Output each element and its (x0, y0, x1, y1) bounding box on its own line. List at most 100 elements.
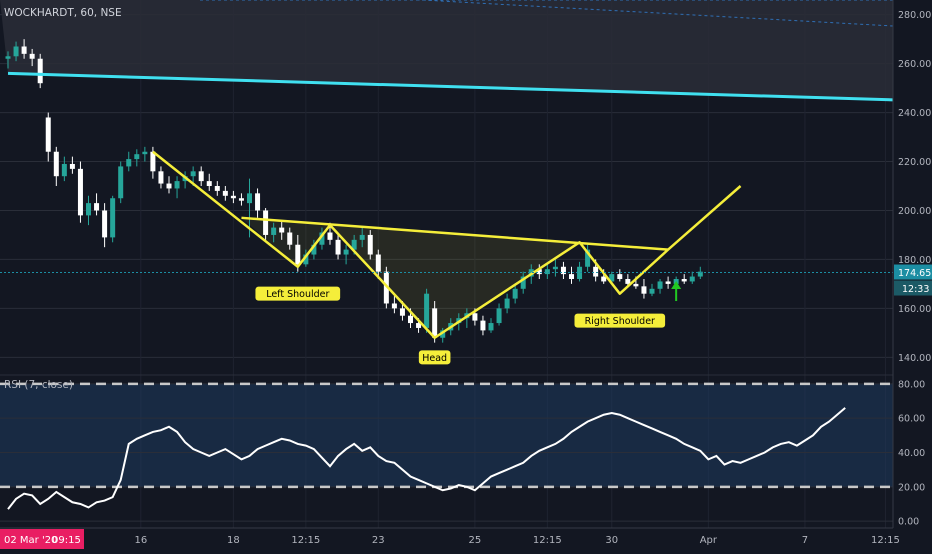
price-tick-label: 200.00 (898, 206, 931, 217)
rsi-tick-label: 0.00 (898, 517, 919, 528)
candle-body (577, 266, 583, 279)
candle-body (351, 239, 357, 250)
date-badge-date: 02 Mar '20 (4, 535, 57, 546)
x-tick-label: 12:15 (291, 535, 320, 546)
candle-body (255, 193, 261, 211)
price-tick-label: 280.00 (898, 10, 931, 21)
candle-body (552, 266, 558, 270)
candle-body (102, 210, 108, 238)
time-badge (894, 280, 932, 296)
candle-body (544, 269, 550, 275)
candle-body (416, 323, 422, 328)
x-tick-label: 23 (372, 535, 385, 546)
candle-body (53, 151, 59, 177)
candle-body (424, 293, 430, 328)
candle-body (158, 171, 164, 184)
rsi-tick-label: 80.00 (898, 379, 925, 390)
price-badge-text: 174.65 (898, 268, 931, 279)
candle-body (649, 288, 655, 294)
candle-body (247, 193, 252, 204)
candle-body (150, 151, 156, 172)
candle-body (585, 249, 591, 267)
candle-body (271, 227, 277, 235)
candle-body (45, 117, 51, 152)
rsi-label: RSI (7, close) (4, 379, 73, 391)
candle-body (319, 232, 325, 245)
candle-body (335, 239, 341, 255)
candle-body (391, 303, 397, 309)
candle-body (110, 198, 116, 238)
candle-body (69, 163, 75, 169)
candle-body (512, 288, 518, 299)
candle-body (488, 323, 494, 331)
annotation-label-box (418, 350, 451, 365)
candle-body (118, 166, 124, 199)
candle-body (77, 168, 83, 216)
annotation-label: Left Shoulder (266, 289, 329, 300)
candle-body (61, 163, 67, 177)
x-tick-label: 16 (134, 535, 147, 546)
price-tick-label: 220.00 (898, 157, 931, 168)
date-badge-time: 09:15 (52, 535, 81, 546)
candle-body (496, 308, 502, 324)
candle-body (37, 58, 43, 84)
rsi-band (0, 383, 893, 487)
candle-body (206, 181, 212, 186)
candle-body (214, 186, 220, 191)
price-tick-label: 160.00 (898, 304, 931, 315)
candle-body (327, 232, 333, 240)
price-tick-label: 180.00 (898, 255, 931, 266)
x-tick-label: 30 (605, 535, 618, 546)
candle-body (560, 266, 566, 275)
candle-body (569, 274, 574, 279)
candle-body (609, 274, 615, 282)
candle-body (601, 276, 607, 282)
candle-body (5, 56, 11, 59)
candle-body (625, 279, 631, 284)
x-tick-label: 18 (227, 535, 240, 546)
price-tick-label: 140.00 (898, 353, 931, 364)
candle-body (287, 232, 293, 245)
candle-body (86, 203, 91, 216)
candle-body (311, 244, 317, 255)
candle-body (343, 249, 349, 255)
cyan-trendline (7, 71, 910, 102)
date-badge (0, 529, 84, 549)
candle-body (126, 159, 132, 167)
annotation-label-box (255, 286, 341, 301)
x-tick-label: 12:15 (871, 535, 900, 546)
x-tick-label: Apr (700, 535, 718, 546)
candle-body (375, 254, 381, 272)
candle-body (198, 171, 204, 182)
price-tick-label: 260.00 (898, 59, 931, 70)
annotation-label: Head (422, 353, 447, 364)
candle-body (408, 315, 413, 324)
candle-body (657, 281, 663, 289)
symbol-label: WOCKHARDT, 60, NSE (4, 7, 122, 19)
candle-body (29, 53, 35, 59)
candle-body (432, 308, 438, 338)
candle-body (21, 46, 27, 54)
candle-body (697, 271, 703, 277)
head-shading (330, 225, 580, 338)
candle-body (174, 181, 180, 189)
candle-body (190, 171, 196, 177)
candle-body (359, 234, 365, 240)
x-tick-label: 25 (469, 535, 482, 546)
candle-body (617, 274, 623, 279)
candle-body (399, 308, 405, 316)
candle-body (279, 227, 285, 233)
candle-body (504, 298, 510, 309)
price-badge (894, 264, 932, 280)
candle-body (472, 313, 478, 321)
annotation-label: Right Shoulder (585, 316, 655, 327)
candle-body (142, 151, 148, 155)
shaded-zone (0, 0, 910, 101)
up-arrow-head (671, 281, 682, 290)
rsi-line (7, 407, 846, 510)
candle-body (295, 244, 301, 265)
candle-body (303, 254, 309, 265)
rsi-tick-label: 40.00 (898, 448, 925, 459)
time-badge-text: 12:33 (902, 284, 929, 295)
